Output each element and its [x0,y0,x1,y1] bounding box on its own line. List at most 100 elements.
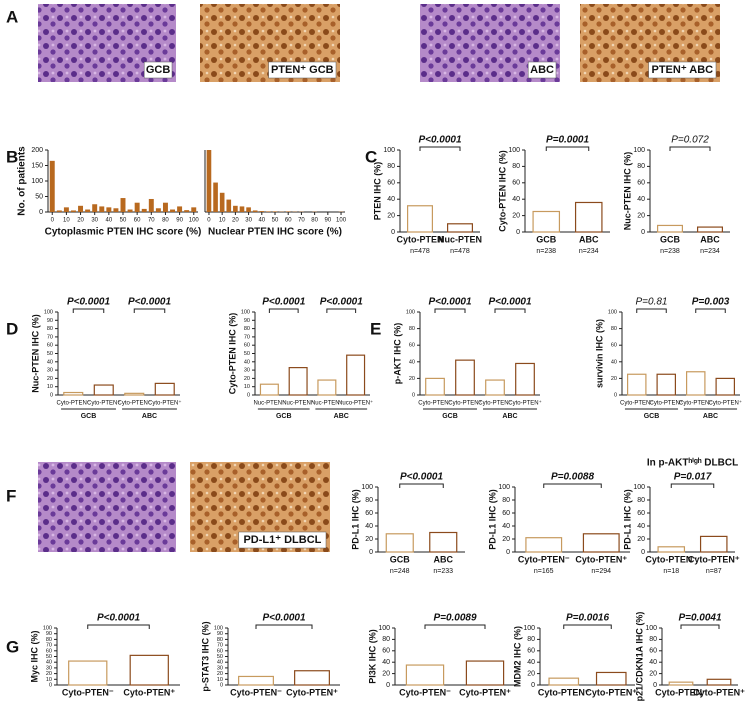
y-tick-label: 80 [502,497,510,504]
y-tick-label: 80 [649,636,657,643]
y-axis-label: PD-L1 IHC (%) [350,489,360,550]
histogram-bar [285,211,291,212]
category-label: Cyto-PTEN⁻ [538,687,590,697]
y-tick-label: 0 [220,682,223,688]
category-label: Nuc-PTEN⁻ [311,401,343,407]
y-tick-label: 60 [527,648,535,655]
y-tick-label: 30 [47,368,53,374]
sample-size: n=478 [410,248,430,255]
category-label: Cyto-PTEN⁺ [575,554,627,564]
y-tick-label: 20 [527,670,535,677]
p-value: P<0.0001 [400,472,444,483]
y-tick-label: 40 [527,659,535,666]
mean-bar [657,546,686,553]
group-label: GCB [276,413,292,420]
category-label: GCB [390,554,411,564]
y-tick-label: 200 [31,147,43,154]
y-tick-label: 30 [244,368,250,374]
y-tick-label: 40 [637,196,645,203]
y-axis-label: PD-L1 IHC (%) [622,489,632,550]
histogram-bar [155,208,161,212]
y-tick-label: 80 [382,636,390,643]
y-tick-label: 40 [387,196,395,203]
category-label: Cyto-PTEN⁺ [508,400,542,407]
histogram-bar [120,198,126,212]
sample-size: n=18 [663,568,679,575]
histogram-bar [233,205,238,212]
p-value: P=0.0016 [566,613,610,624]
x-tick-label: 0 [51,218,55,224]
x-tick-label: 60 [285,218,292,224]
mean-bar [294,670,330,686]
y-tick-label: 80 [637,163,645,170]
sample-size: n=234 [700,248,720,255]
image-label-bg [527,61,557,79]
histogram-bar [85,209,91,212]
category-label: Cyto-PTEN⁻ [478,401,512,407]
y-tick-label: 100 [241,309,250,315]
significance-bracket [268,308,299,313]
y-tick-label: 100 [645,625,657,632]
y-tick-label: 20 [611,376,617,382]
group-label: GCB [81,413,97,420]
category-label: ABC [579,234,599,244]
y-tick-label: 50 [46,654,52,660]
p-value: P<0.0001 [128,297,172,308]
mean-bar [429,531,458,553]
image-label: PTEN⁺ ABC [651,64,713,76]
y-tick-label: 40 [217,660,223,666]
panel-label: C [365,147,377,166]
mean-bar [447,223,474,233]
x-tick-label: 0 [207,218,211,224]
x-tick-label: 40 [258,218,265,224]
y-tick-label: 90 [217,631,223,637]
y-tick-label: 60 [409,343,415,349]
y-tick-label: 0 [506,549,510,556]
y-tick-label: 60 [637,510,645,517]
y-tick-label: 0 [39,209,43,216]
y-tick-label: 40 [244,359,250,365]
y-tick-label: 100 [523,625,535,632]
y-tick-label: 30 [46,665,52,671]
y-tick-label: 80 [409,326,415,332]
y-tick-label: 60 [47,343,53,349]
mean-bar [706,678,732,686]
y-tick-label: 20 [409,376,415,382]
significance-bracket [326,308,357,313]
category-label: Nuc-PTEN⁻ [253,401,285,407]
category-label: GCB [536,234,557,244]
x-tick-label: 10 [219,218,226,224]
mean-bar [532,210,561,233]
plot-title: In p-AKTʰⁱᵍʰ DLBCL [647,457,738,469]
x-tick-label: 60 [134,218,141,224]
x-axis-label: Nuclear PTEN IHC score (%) [208,227,342,238]
p-value: P<0.0001 [488,297,532,308]
mean-bar [485,379,505,396]
sample-size: n=234 [579,248,599,255]
mean-bar [656,224,683,233]
category-label: ABC [700,234,720,244]
category-label: Cyto-PTEN⁻ [230,687,282,697]
y-tick-label: 50 [217,654,223,660]
significance-bracket [670,483,715,488]
mean-bar [668,681,694,686]
category-label: Cyto-PTEN⁺ [688,554,740,564]
y-axis-label: p-STAT3 IHC (%) [200,621,210,691]
mean-bar [68,660,108,686]
category-label: ABC [434,554,454,564]
category-label: Cyto-PTEN⁻ [399,687,451,697]
histogram-bar [259,211,265,212]
y-tick-label: 40 [409,359,415,365]
significance-bracket [680,624,720,629]
y-tick-label: 60 [611,343,617,349]
category-label: Cyto-PTEN⁺ [448,400,482,407]
y-tick-label: 90 [244,318,250,324]
category-label: Nuco-PTEN⁺ [338,400,373,407]
y-tick-label: 40 [365,523,373,530]
category-label: Nuc-PTEN⁺ [282,400,314,407]
histogram-bar [162,202,168,212]
y-tick-label: 80 [244,326,250,332]
p-value: P=0.81 [636,297,668,308]
y-tick-label: 60 [502,510,510,517]
